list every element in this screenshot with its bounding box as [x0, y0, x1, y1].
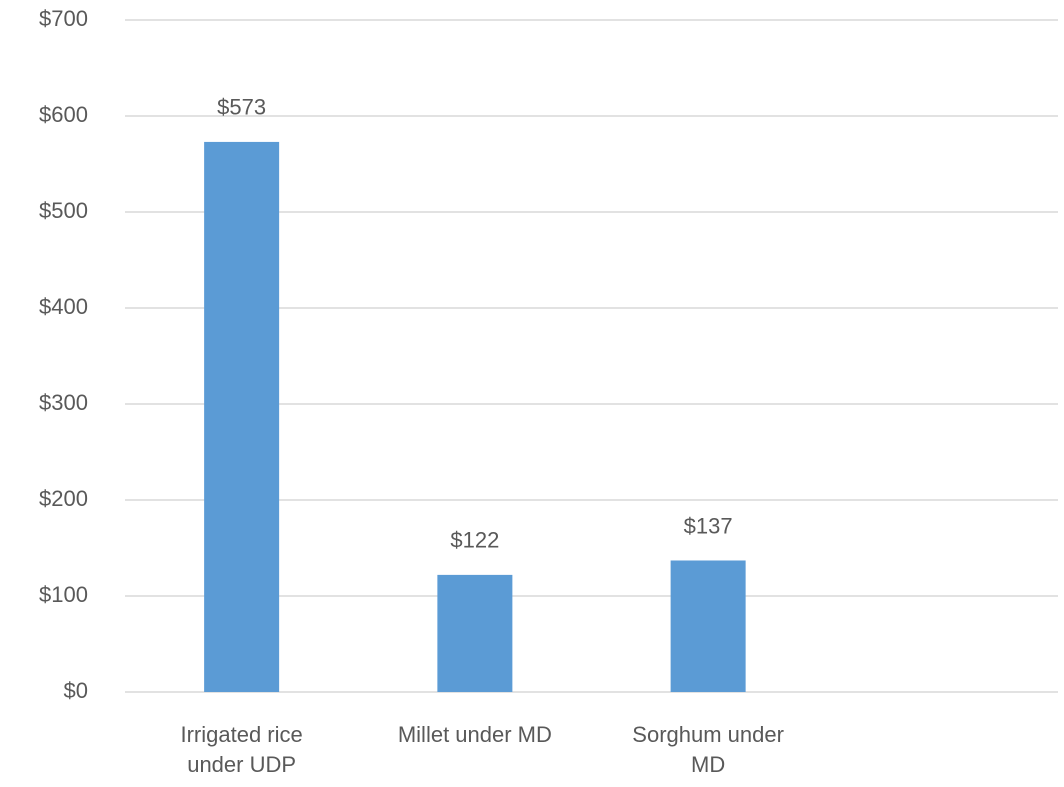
bar — [204, 141, 280, 693]
y-tick-label: $0 — [64, 678, 88, 703]
y-tick-label: $400 — [39, 294, 88, 319]
bar — [437, 574, 513, 692]
y-tick-label: $600 — [39, 102, 88, 127]
data-label: $137 — [684, 513, 733, 538]
y-tick-label: $500 — [39, 198, 88, 223]
y-tick-label: $300 — [39, 390, 88, 415]
x-tick-label: Sorghum under MD — [632, 722, 784, 777]
bar — [670, 560, 746, 692]
x-tick-label: Millet under MD — [397, 722, 552, 747]
x-tick-label: Irrigated rice under UDP — [180, 722, 303, 777]
data-label: $573 — [217, 95, 266, 120]
y-tick-label: $100 — [39, 582, 88, 607]
data-label: $122 — [450, 528, 499, 553]
y-tick-label: $700 — [39, 6, 88, 31]
y-tick-label: $200 — [39, 486, 88, 511]
